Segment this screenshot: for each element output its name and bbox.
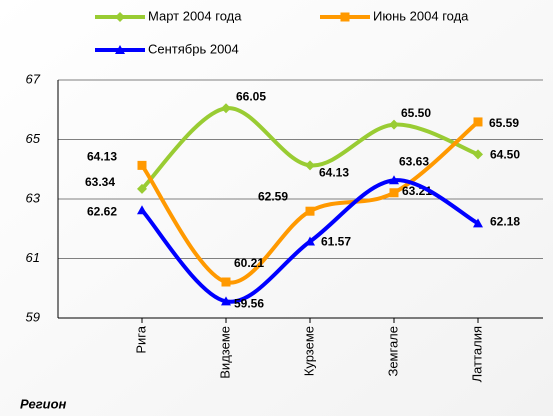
legend-marker xyxy=(115,12,125,22)
point-marker xyxy=(305,236,315,246)
legend-label: Сентябрь 2004 xyxy=(148,41,239,56)
x-tick-label: Латталия xyxy=(469,326,484,382)
data-label: 64.13 xyxy=(319,166,349,180)
data-label: 60.21 xyxy=(234,256,264,270)
data-label: 66.05 xyxy=(236,89,266,103)
data-label: 62.62 xyxy=(87,204,117,218)
legend-label: Июнь 2004 года xyxy=(373,8,469,23)
x-tick-label: Видземе xyxy=(217,326,232,379)
point-marker xyxy=(473,117,483,127)
data-label: 61.57 xyxy=(321,235,351,249)
legend-marker xyxy=(340,12,350,22)
data-label: 65.59 xyxy=(489,116,519,130)
series-line xyxy=(140,120,480,285)
x-tick-label: Земгале xyxy=(385,326,400,377)
point-marker xyxy=(305,206,315,216)
y-tick-label: 67 xyxy=(26,71,41,86)
data-label: 59.56 xyxy=(234,297,264,311)
data-label: 63.63 xyxy=(399,154,429,168)
point-marker xyxy=(137,160,147,170)
data-label: 63.34 xyxy=(85,175,115,189)
legend-label: Март 2004 года xyxy=(148,8,242,23)
data-label: 62.18 xyxy=(490,215,520,229)
data-label: 65.50 xyxy=(401,106,431,120)
legend-marker xyxy=(115,45,125,54)
point-marker xyxy=(221,103,231,114)
x-axis-label: Регион xyxy=(20,396,67,411)
data-label: 64.50 xyxy=(490,148,520,162)
point-marker xyxy=(473,149,483,160)
point-marker xyxy=(221,296,231,306)
point-marker xyxy=(305,160,315,171)
x-tick-label: Рига xyxy=(133,325,148,353)
y-tick-label: 61 xyxy=(26,250,40,265)
point-marker xyxy=(389,188,399,198)
point-marker xyxy=(389,175,399,185)
y-tick-label: 63 xyxy=(26,190,41,205)
x-tick-label: Курземе xyxy=(301,326,316,376)
point-marker xyxy=(389,119,399,130)
data-label: 64.13 xyxy=(87,150,117,164)
point-marker xyxy=(473,218,483,228)
data-label: 62.59 xyxy=(258,189,288,203)
point-marker xyxy=(221,277,231,287)
y-tick-label: 65 xyxy=(26,131,41,146)
point-marker xyxy=(137,205,147,215)
point-marker xyxy=(137,183,147,194)
y-tick-label: 59 xyxy=(26,309,40,324)
